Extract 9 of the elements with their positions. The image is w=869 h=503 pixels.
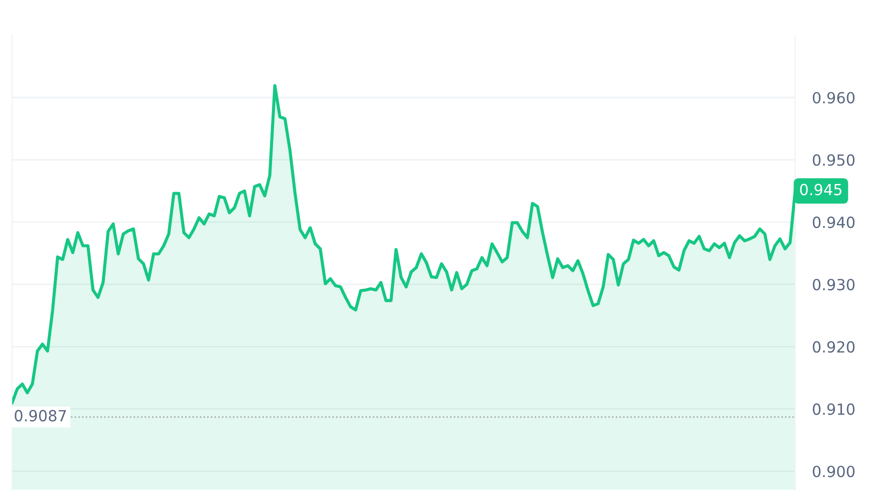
ref-line-label: 0.9087 <box>14 410 66 422</box>
y-tick-label: 0.940 <box>812 216 855 228</box>
y-tick-label: 0.900 <box>812 466 855 478</box>
y-tick-label: 0.950 <box>812 154 855 166</box>
text: 0.945 <box>800 184 842 196</box>
y-tick-label: 0.930 <box>812 278 855 290</box>
y-tick-label: 0.910 <box>812 403 855 415</box>
y-tick-label: 0.920 <box>812 341 855 353</box>
y-tick-label: 0.960 <box>812 92 855 104</box>
